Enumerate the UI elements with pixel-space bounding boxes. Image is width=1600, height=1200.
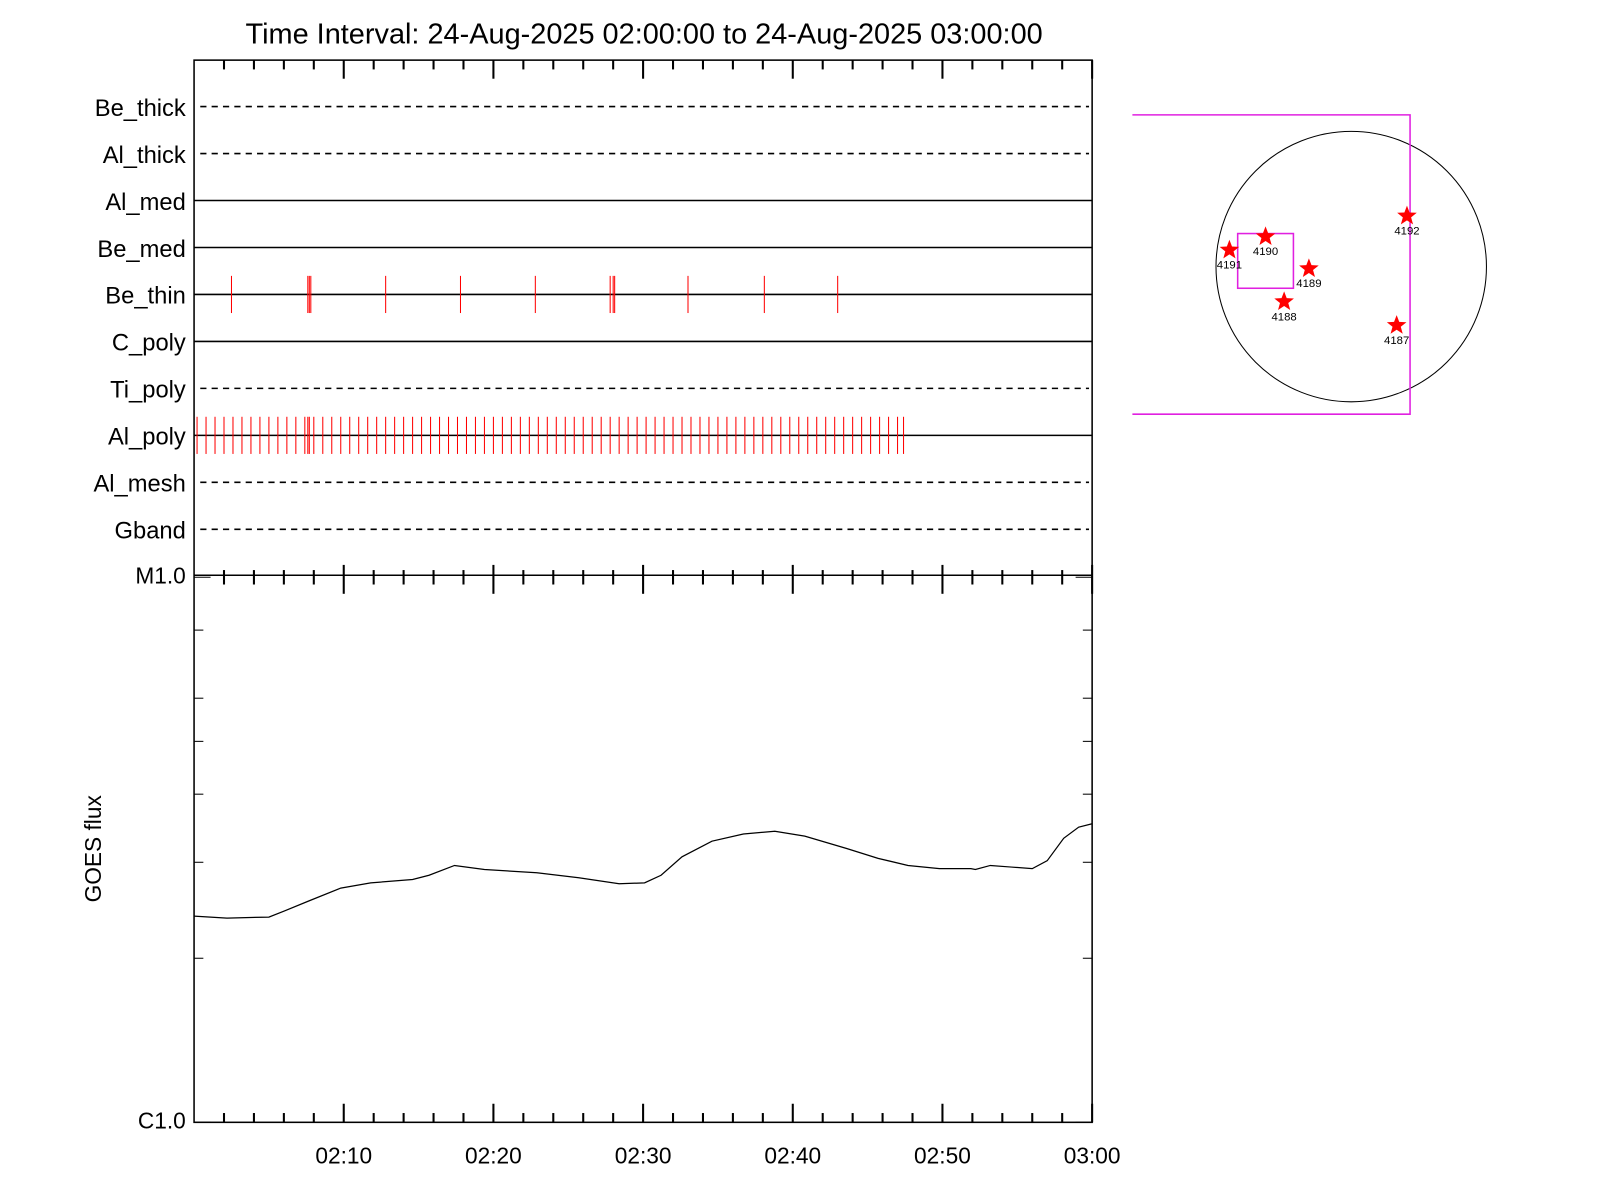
region-star <box>1255 226 1276 246</box>
channel-label: Be_thin <box>105 284 186 310</box>
region-star <box>1386 315 1407 334</box>
channel-label: C_poly <box>112 331 186 357</box>
region-star <box>1299 258 1319 278</box>
channel-label: Ti_poly <box>110 378 186 404</box>
channel-label: Be_med <box>97 237 185 263</box>
y-tick-label: M1.0 <box>135 562 185 588</box>
channel-label: Al_med <box>105 190 185 216</box>
channel-label: Al_poly <box>108 425 186 451</box>
region-label: 4192 <box>1394 226 1419 238</box>
pointing-box <box>1236 232 1295 290</box>
x-tick-label: 02:30 <box>615 1143 672 1169</box>
solar-disk <box>1215 130 1487 403</box>
x-tick-label: 02:40 <box>764 1143 821 1169</box>
region-label: 4188 <box>1272 311 1297 323</box>
channel-label: Gband <box>115 519 186 545</box>
region-star <box>1274 291 1294 311</box>
channel-label: Al_mesh <box>93 472 185 498</box>
region-label: 4190 <box>1253 246 1278 258</box>
region-label: 4187 <box>1384 335 1409 347</box>
region-label: 4189 <box>1296 278 1321 290</box>
x-tick-label: 02:10 <box>315 1143 372 1169</box>
y-tick-label: C1.0 <box>138 1107 186 1133</box>
flux-line <box>194 823 1093 919</box>
channel-label: Al_thick <box>103 143 186 169</box>
x-tick-label: 03:00 <box>1064 1143 1121 1169</box>
field-of-view <box>1132 114 1411 415</box>
x-tick-label: 02:50 <box>914 1143 971 1169</box>
chart-title: Time Interval: 24-Aug-2025 02:00:00 to 2… <box>246 19 1043 51</box>
x-tick-label: 02:20 <box>465 1143 522 1169</box>
region-star <box>1219 239 1240 259</box>
y-axis-label: GOES flux <box>80 795 106 903</box>
channel-label: Be_thick <box>95 96 186 122</box>
region-star <box>1397 205 1417 225</box>
region-label: 4191 <box>1217 260 1242 272</box>
